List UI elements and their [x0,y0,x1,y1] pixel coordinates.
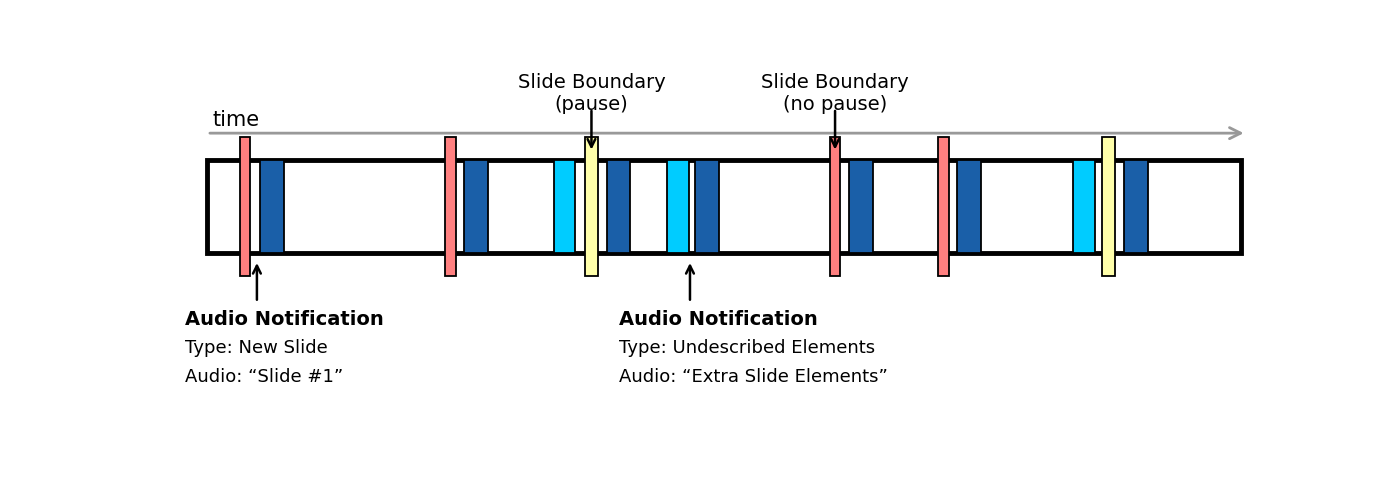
Bar [849,160,873,252]
Text: Audio Notification: Audio Notification [619,310,817,329]
Bar [1102,137,1115,276]
Bar [1073,160,1095,252]
Text: Type: Undescribed Elements: Type: Undescribed Elements [619,339,875,357]
Bar [446,137,455,276]
Bar [464,160,488,252]
Bar [957,160,981,252]
Bar [260,160,284,252]
Bar [830,137,841,276]
Text: time: time [212,110,260,130]
Bar [696,160,719,252]
Bar [553,160,576,252]
Text: Audio: “Slide #1”: Audio: “Slide #1” [186,368,344,386]
Bar [937,137,949,276]
Text: Type: New Slide: Type: New Slide [186,339,328,357]
Text: Slide Boundary
(pause): Slide Boundary (pause) [517,74,665,114]
Bar [1125,160,1148,252]
Bar [585,137,598,276]
Bar [668,160,689,252]
Bar [240,137,250,276]
Text: Audio: “Extra Slide Elements”: Audio: “Extra Slide Elements” [619,368,887,386]
Text: Slide Boundary
(no pause): Slide Boundary (no pause) [761,74,909,114]
Text: Audio Notification: Audio Notification [186,310,384,329]
Bar [606,160,630,252]
Bar [207,160,1241,252]
